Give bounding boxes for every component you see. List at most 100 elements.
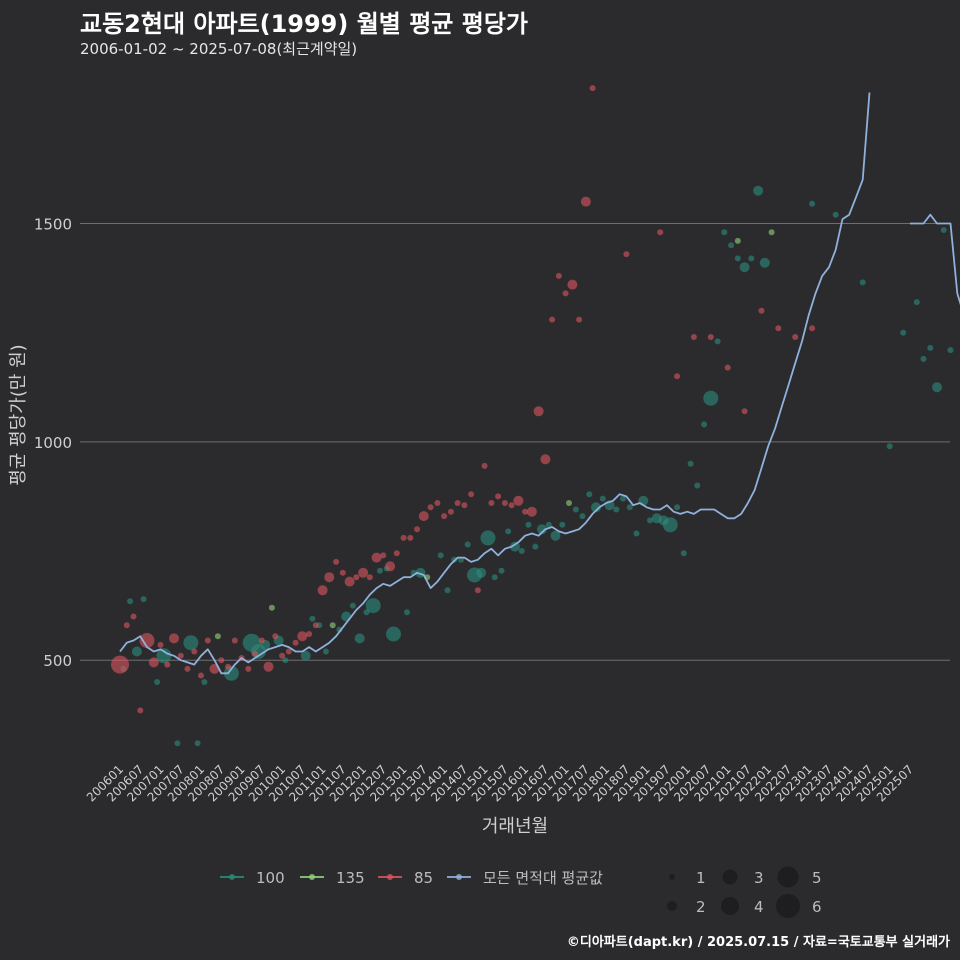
- point-85-19: [245, 665, 252, 672]
- point-100-72: [714, 338, 721, 345]
- legend-dot-1: [309, 874, 315, 880]
- point-85-24: [279, 652, 286, 659]
- point-100-44: [518, 548, 525, 554]
- point-85-41: [393, 550, 400, 557]
- point-100-39: [480, 530, 496, 546]
- point-100-7: [183, 635, 199, 651]
- point-85-46: [427, 504, 434, 511]
- point-100-19: [322, 648, 329, 655]
- point-100-52: [579, 513, 586, 520]
- point-85-60: [522, 508, 529, 515]
- point-85-76: [724, 364, 731, 371]
- point-100-77: [748, 255, 755, 262]
- point-135-0: [214, 633, 221, 640]
- gridlines: [80, 222, 950, 661]
- legend-size-circle-3: [722, 869, 738, 885]
- point-100-79: [759, 257, 770, 268]
- point-85-2: [130, 613, 137, 620]
- point-100-41: [498, 567, 505, 574]
- point-85-72: [657, 229, 664, 236]
- point-100-62: [647, 517, 653, 524]
- point-100-22: [349, 602, 356, 609]
- point-85-15: [218, 657, 225, 664]
- point-85-32: [333, 558, 340, 565]
- point-100-88: [932, 382, 942, 393]
- point-85-16: [225, 663, 231, 670]
- point-85-58: [508, 502, 515, 509]
- point-85-31: [324, 572, 335, 583]
- point-100-53: [586, 491, 593, 498]
- legend-size-circle-5: [777, 866, 799, 888]
- point-85-20: [252, 650, 258, 657]
- legend-size-circle-6: [776, 894, 800, 918]
- point-100-28: [386, 626, 401, 642]
- legend: 100 135 85 모든 면적대 평균값 1 2 3 4 5 6: [220, 866, 822, 918]
- legend-label-2: 85: [414, 869, 433, 887]
- point-85-21: [258, 637, 265, 644]
- point-85-55: [488, 500, 495, 506]
- point-100-80: [809, 200, 816, 207]
- point-85-25: [285, 648, 292, 655]
- point-85-74: [690, 334, 697, 340]
- point-85-35: [353, 574, 360, 581]
- point-100-82: [859, 279, 866, 286]
- point-85-9: [177, 652, 184, 659]
- point-85-51: [461, 502, 468, 509]
- point-100-89: [940, 227, 947, 233]
- point-85-52: [468, 491, 475, 498]
- point-100-86: [920, 355, 927, 362]
- point-100-3: [140, 596, 147, 603]
- point-100-66: [674, 504, 681, 511]
- point-100-5: [156, 648, 172, 664]
- point-85-11: [191, 648, 198, 655]
- point-85-4: [139, 633, 155, 648]
- point-85-69: [580, 196, 591, 207]
- point-100-36: [464, 541, 471, 548]
- point-100-17: [309, 615, 316, 622]
- point-85-67: [567, 279, 578, 290]
- point-100-76: [739, 262, 750, 273]
- point-85-56: [495, 493, 502, 500]
- point-85-44: [414, 526, 421, 533]
- point-85-0: [111, 655, 129, 674]
- point-85-3: [137, 707, 144, 714]
- point-135-6: [768, 229, 775, 236]
- legend-label-0: 100: [256, 869, 285, 887]
- legend-size-circle-1: [669, 874, 675, 880]
- point-100-90: [947, 347, 954, 354]
- chart-footer: ©디아파트(dapt.kr) / 2025.07.15 / 자료=국토교통부 실…: [566, 935, 950, 950]
- point-100-38: [476, 567, 487, 578]
- point-100-33: [444, 587, 451, 594]
- y-tick-500: 500: [43, 652, 72, 670]
- legend-size-label-3: 3: [754, 869, 764, 887]
- point-85-63: [540, 454, 551, 465]
- point-85-10: [184, 665, 191, 672]
- point-100-23: [354, 633, 365, 644]
- point-85-45: [418, 511, 429, 522]
- x-tick-labels: 2006012006072007012007072008012008072009…: [84, 762, 916, 804]
- point-85-34: [344, 576, 355, 587]
- point-85-59: [513, 495, 524, 506]
- point-100-48: [545, 521, 552, 528]
- y-axis-label: 평균 평당가(만 원): [8, 344, 29, 485]
- point-100-45: [525, 521, 532, 528]
- point-85-38: [371, 552, 382, 563]
- y-tick-1500: 1500: [34, 215, 72, 233]
- point-85-65: [555, 272, 562, 279]
- point-85-47: [434, 500, 441, 506]
- point-85-61: [526, 506, 537, 517]
- y-tick-labels: 500 1000 1500: [34, 215, 72, 670]
- legend-label-3: 모든 면적대 평균값: [483, 869, 603, 887]
- point-85-17: [231, 637, 238, 644]
- point-100-84: [900, 329, 907, 336]
- point-100-9: [201, 679, 208, 685]
- point-85-49: [447, 508, 454, 515]
- point-85-29: [312, 622, 319, 629]
- point-85-23: [272, 633, 279, 640]
- point-100-57: [613, 506, 620, 513]
- point-85-81: [809, 325, 816, 332]
- point-85-33: [339, 569, 346, 576]
- point-100-59: [626, 504, 633, 511]
- point-85-62: [533, 406, 544, 417]
- point-100-69: [694, 482, 701, 489]
